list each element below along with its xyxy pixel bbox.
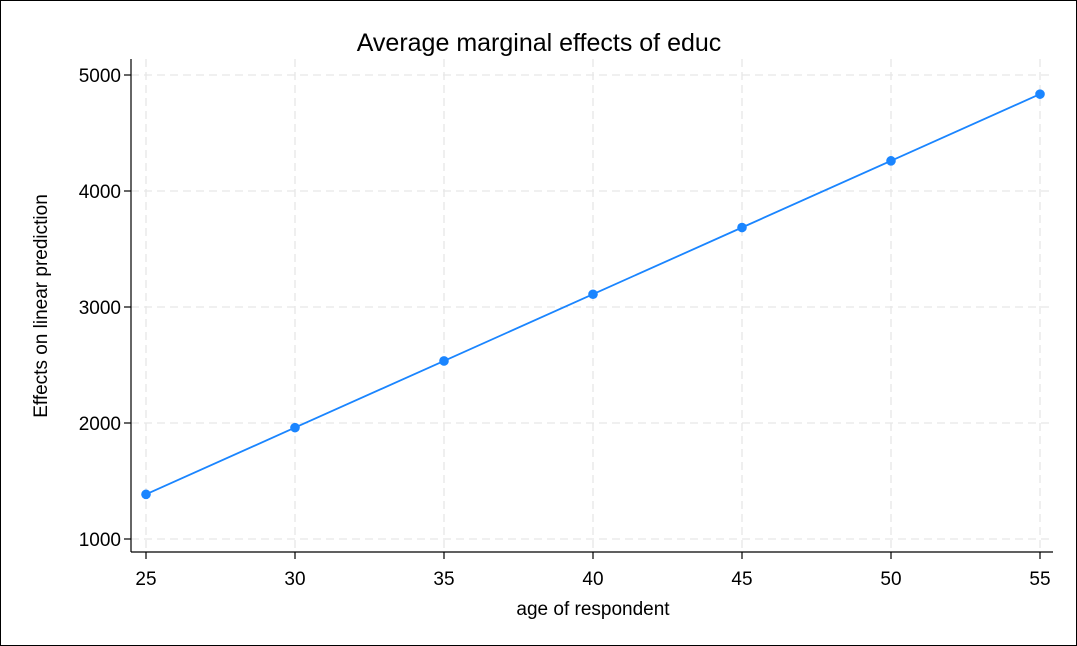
y-tick-label: 5000	[79, 66, 121, 87]
data-point	[737, 222, 747, 233]
y-tick-label: 3000	[79, 298, 121, 319]
x-tick-label: 25	[135, 569, 156, 590]
data-point	[886, 156, 896, 166]
axis-layer	[130, 59, 1053, 553]
data-point	[588, 289, 598, 300]
x-tick-label: 45	[731, 569, 752, 590]
grid-layer	[131, 59, 1053, 552]
data-point	[141, 489, 151, 500]
data-point	[290, 422, 300, 433]
series-layer	[141, 89, 1045, 500]
y-tick-label: 4000	[79, 182, 121, 203]
x-tick-label: 35	[433, 569, 454, 590]
chart-title: Average marginal effects of educ	[357, 29, 722, 57]
x-tick-label: 50	[880, 569, 901, 590]
x-axis-title: age of respondent	[516, 599, 670, 620]
data-point	[439, 356, 449, 366]
data-point	[1035, 89, 1045, 99]
y-axis-title: Effects on linear prediction	[31, 194, 52, 418]
y-tick-label: 1000	[79, 530, 121, 551]
x-tick-label: 30	[284, 569, 305, 590]
y-tick-label: 2000	[79, 414, 121, 435]
x-tick-label: 55	[1029, 569, 1050, 590]
tick-layer: 1000 2000 3000 4000 5000 25 30 35 40 45 50 55	[79, 66, 1051, 590]
x-tick-label: 40	[582, 569, 603, 590]
